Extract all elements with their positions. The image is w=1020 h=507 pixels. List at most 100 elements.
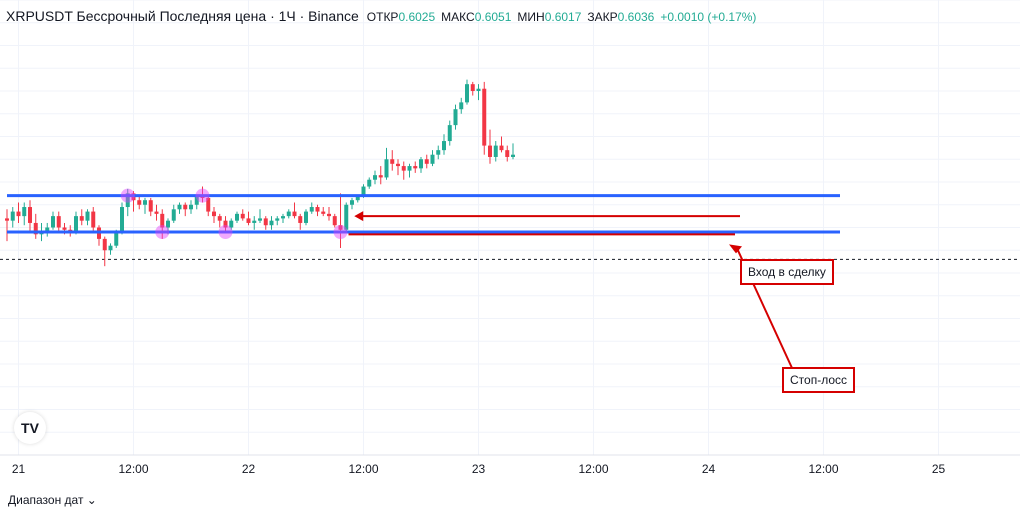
candle-body — [229, 220, 234, 228]
candle-body — [114, 232, 119, 246]
touch-marker — [333, 225, 348, 240]
touch-markers — [120, 188, 348, 240]
candle-body — [33, 222, 38, 235]
candle-body — [511, 154, 515, 157]
candle-body — [482, 88, 487, 146]
symbol-legend: XRPUSDT Бессрочный Последняя цена · 1Ч ·… — [6, 8, 756, 24]
candle-body — [470, 84, 475, 91]
candle-body — [476, 88, 481, 91]
low-label: МИН — [517, 10, 545, 24]
stop-loss-arrow-head — [729, 244, 742, 254]
candle-body — [120, 207, 124, 233]
candle-body — [321, 211, 326, 214]
touch-marker — [195, 188, 210, 203]
candle-body — [51, 216, 55, 228]
candle-body — [367, 179, 372, 187]
candle-body — [108, 245, 113, 251]
time-axis[interactable]: 21 12:00 22 12:00 23 12:00 24 12:00 25 — [12, 462, 946, 476]
candle-body — [315, 207, 320, 212]
candle-body — [171, 209, 176, 221]
candle-body — [258, 218, 262, 221]
candle-body — [453, 109, 458, 126]
candle-body — [344, 204, 349, 230]
candle-body — [378, 175, 383, 178]
candle-body — [223, 220, 228, 228]
candle-body — [252, 220, 257, 223]
candle-body — [166, 220, 170, 228]
symbol-title[interactable]: XRPUSDT Бессрочный Последняя цена · 1Ч ·… — [6, 8, 359, 24]
time-axis-tick-label: 25 — [932, 462, 946, 476]
candle-body — [160, 213, 165, 228]
time-axis-tick-label: 24 — [702, 462, 716, 476]
candle-body — [16, 211, 21, 217]
candle-body — [263, 218, 268, 226]
candle-body — [269, 220, 274, 226]
candle-body — [10, 211, 15, 221]
candle-body — [286, 211, 291, 217]
candle-body — [436, 150, 441, 155]
candle-body — [91, 211, 96, 228]
ohlc-values: ОТКР0.6025 МАКС0.6051 МИН0.6017 ЗАКР0.60… — [367, 10, 757, 24]
candle-body — [413, 166, 418, 169]
time-axis-tick-label: 12:00 — [578, 462, 608, 476]
candle-body — [240, 213, 245, 219]
candle-body — [465, 84, 469, 103]
close-label: ЗАКР — [587, 10, 618, 24]
candle-body — [22, 207, 27, 217]
candle-body — [177, 204, 182, 210]
candle-body — [401, 166, 406, 171]
touch-marker — [218, 225, 233, 240]
candle-body — [56, 216, 61, 228]
candles — [5, 79, 515, 267]
candle-body — [292, 211, 297, 217]
candle-body — [74, 216, 78, 233]
close-value: 0.6036 — [617, 10, 655, 24]
candle-body — [275, 218, 280, 221]
candle-body — [28, 207, 32, 223]
candle-body — [143, 200, 147, 205]
candle-body — [5, 218, 9, 221]
candle-body — [281, 216, 285, 219]
candle-body — [62, 227, 67, 230]
date-range-button[interactable]: Диапазон дат ⌄ — [8, 493, 97, 507]
candle-body — [298, 216, 303, 223]
entry-callout: Вход в сделку — [740, 259, 834, 285]
candle-body — [430, 154, 435, 164]
candle-body — [246, 218, 251, 223]
candle-body — [361, 186, 366, 196]
candle-body — [125, 193, 130, 208]
high-label: МАКС — [441, 10, 475, 24]
candle-body — [332, 216, 337, 226]
candle-body — [338, 225, 343, 230]
candle-body — [309, 207, 314, 212]
time-axis-tick-label: 22 — [242, 462, 256, 476]
touch-marker — [155, 225, 170, 240]
candle-body — [384, 159, 389, 178]
open-value: 0.6025 — [398, 10, 436, 24]
candle-body — [45, 227, 50, 233]
chart-grid — [0, 0, 1020, 456]
time-axis-tick-label: 21 — [12, 462, 26, 476]
candle-body — [355, 195, 360, 201]
candle-body — [493, 145, 498, 157]
entry-arrow-head — [354, 211, 364, 222]
tradingview-logo-icon[interactable]: TV — [14, 412, 46, 444]
time-axis-tick-label: 12:00 — [118, 462, 148, 476]
candle-body — [390, 159, 395, 164]
time-axis-tick-label: 12:00 — [348, 462, 378, 476]
candle-body — [505, 150, 510, 157]
high-value: 0.6051 — [474, 10, 512, 24]
time-axis-tick-label: 23 — [472, 462, 486, 476]
candle-body — [154, 211, 159, 214]
candle-body — [183, 204, 188, 210]
touch-marker — [120, 188, 135, 203]
candle-body — [499, 145, 504, 151]
candle-body — [235, 213, 239, 221]
candle-body — [396, 163, 400, 167]
candle-body — [137, 200, 142, 205]
candle-body — [79, 216, 84, 221]
candle-body — [373, 175, 377, 180]
candle-body — [488, 145, 492, 157]
candle-body — [424, 159, 429, 164]
